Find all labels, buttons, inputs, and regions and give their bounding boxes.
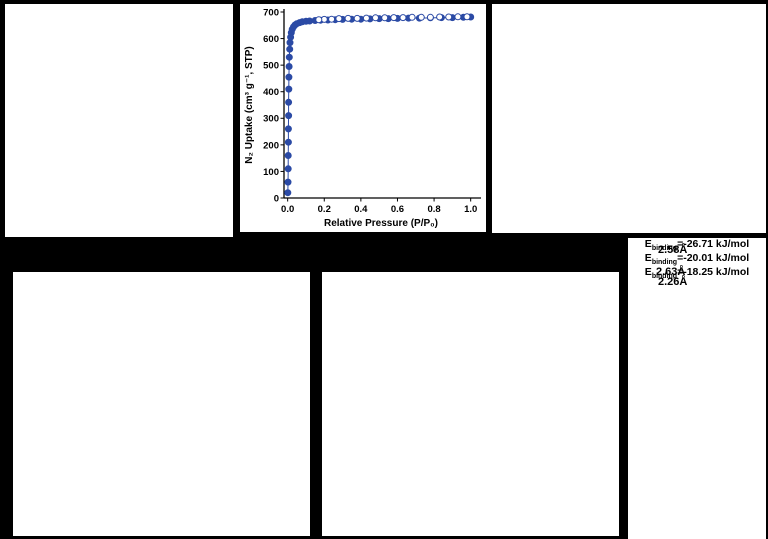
svg-text:0.4: 0.4 (354, 204, 368, 215)
conversion-3d-panel (322, 272, 619, 536)
distance-label-1: 2.58Å (658, 244, 688, 256)
svg-text:400: 400 (263, 87, 279, 98)
svg-text:500: 500 (263, 61, 279, 72)
svg-text:Relative Pressure (P/P₀): Relative Pressure (P/P₀) (324, 218, 438, 229)
svg-text:1.0: 1.0 (464, 204, 477, 215)
svg-text:0.8: 0.8 (427, 204, 440, 215)
breakthrough-panel (13, 272, 310, 536)
binding-site-2: 2.63Å Ebinding=-20.01 kJ/mol (628, 252, 766, 278)
binding-energy-3: Ebinding=-18.25 kJ/mol (644, 266, 750, 281)
svg-text:0.2: 0.2 (318, 204, 331, 215)
svg-text:100: 100 (263, 167, 279, 178)
binding-energy-1: Ebinding=-26.71 kJ/mol (644, 238, 750, 253)
svg-text:300: 300 (263, 114, 279, 125)
distance-label-2: 2.63Å (656, 266, 686, 279)
mof-structure-panel (5, 4, 233, 237)
svg-text:700: 700 (263, 7, 279, 18)
svg-text:N₂ Uptake (cm³ g⁻¹, STP): N₂ Uptake (cm³ g⁻¹, STP) (244, 46, 255, 164)
distance-label-3: 2.26Å (658, 276, 688, 289)
gas-uptake-panel (492, 4, 766, 233)
svg-text:200: 200 (263, 140, 279, 151)
binding-site-3: 2.26Å Ebinding=-18.25 kJ/mol (628, 266, 766, 288)
binding-energy-panel: 2.58Å Ebinding=-26.71 kJ/mol 2.63Å Ebind… (628, 238, 766, 539)
svg-text:0.6: 0.6 (391, 204, 404, 215)
pore-distribution-inset (324, 40, 466, 168)
svg-text:0: 0 (274, 193, 279, 204)
binding-site-1: 2.58Å Ebinding=-26.71 kJ/mol (628, 238, 766, 256)
svg-text:600: 600 (263, 34, 279, 45)
n2-isotherm-chart: 0.0 0.2 0.4 0.6 0.8 1.0 0 100 200 300 400 500 600 700… (240, 4, 486, 232)
binding-energy-2: Ebinding=-20.01 kJ/mol (644, 252, 750, 267)
n2-isotherm-panel: 0.0 0.2 0.4 0.6 0.8 1.0 0 100 200 300 400 500 600 700… (240, 4, 486, 232)
svg-text:0.0: 0.0 (281, 204, 294, 215)
